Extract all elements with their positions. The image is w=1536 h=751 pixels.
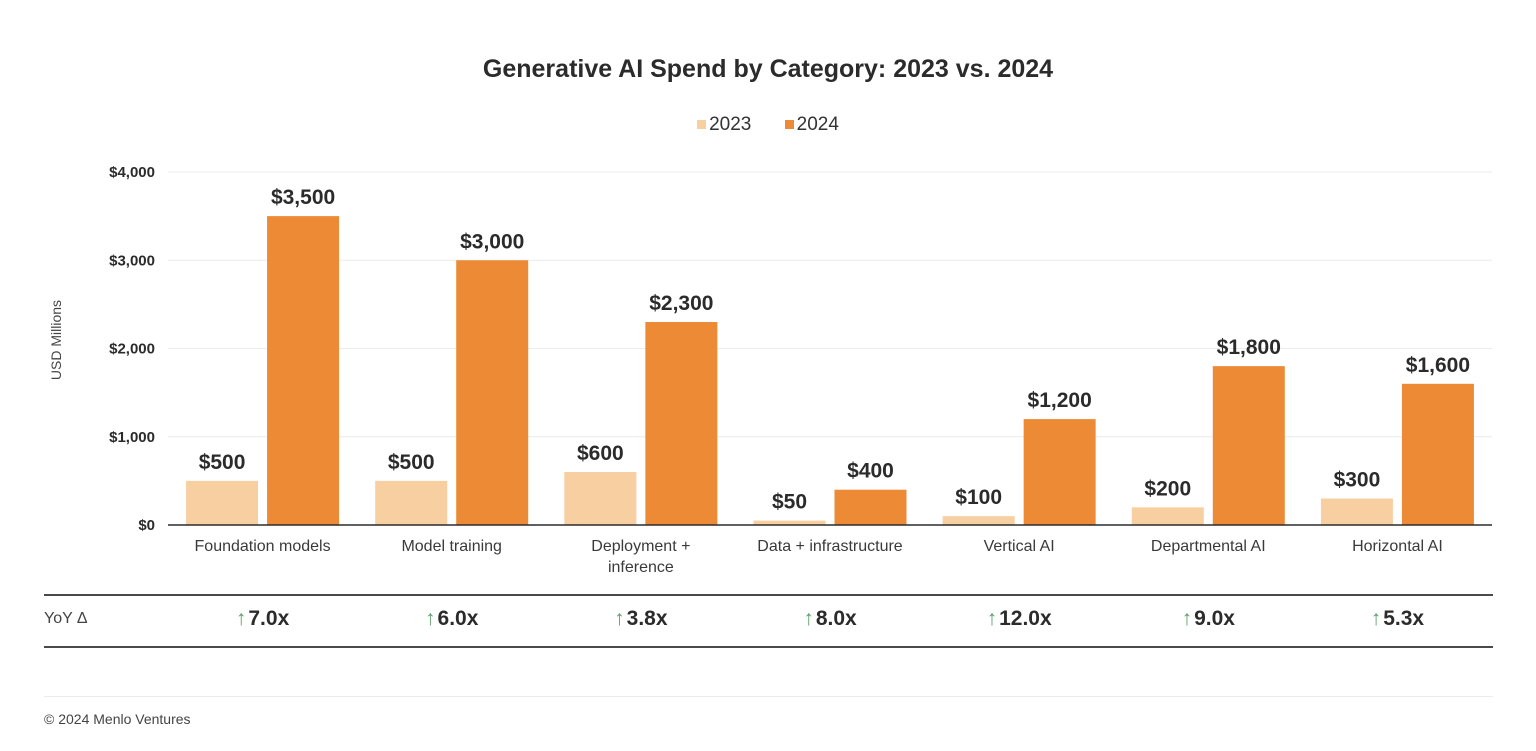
bar-2024 (267, 216, 340, 525)
value-label-2024: $400 (847, 460, 894, 483)
y-tick-label: $4,000 (109, 164, 155, 181)
bar-2023 (942, 516, 1015, 525)
legend-label-2024: 2024 (796, 113, 839, 135)
arrow-up-icon: ↑ (803, 607, 814, 630)
y-tick-label: $3,000 (109, 252, 155, 269)
yoy-multiplier: 3.8x (626, 607, 668, 630)
yoy-label: YoY Δ (44, 610, 88, 627)
footer-divider (44, 696, 1493, 697)
yoy-multiplier: 12.0x (999, 607, 1052, 630)
y-tick-label: $1,000 (109, 429, 155, 446)
arrow-up-icon: ↑ (1370, 607, 1382, 630)
yoy-value: ↑5.3x (1371, 607, 1424, 631)
value-label-2023: $500 (199, 451, 246, 474)
value-label-2023: $500 (388, 451, 435, 474)
x-tick-label: Horizontal AI (1352, 538, 1443, 555)
x-tick-label: Data + infrastructure (757, 538, 903, 555)
yoy-multiplier: 5.3x (1383, 607, 1425, 630)
bar-2024 (1023, 419, 1096, 525)
bar-2024 (1401, 383, 1474, 525)
yoy-multiplier: 7.0x (248, 607, 290, 630)
legend-item-2023: 2023 (697, 114, 751, 136)
bar-2024 (645, 322, 718, 525)
value-label-2024: $1,200 (1028, 389, 1092, 412)
bar-2023 (564, 472, 637, 525)
bars (186, 216, 1474, 525)
arrow-up-icon: ↑ (235, 607, 247, 630)
bar-2023 (375, 480, 448, 525)
value-label-2023: $200 (1144, 477, 1191, 500)
legend-swatch-2024 (784, 120, 794, 129)
bar-2024 (1212, 366, 1285, 525)
yoy-multiplier: 6.0x (437, 607, 479, 630)
bar-2023 (186, 480, 259, 525)
legend: 2023 2024 (0, 113, 1536, 136)
legend-label-2023: 2023 (709, 113, 752, 135)
bar-chart-plot: USD Millions $0$1,000$2,000$3,000$4,000 … (48, 164, 1492, 576)
x-tick-label: inference (608, 559, 674, 576)
legend-item-2024: 2024 (784, 113, 839, 136)
y-tick-label: $2,000 (109, 341, 155, 358)
bar-2024 (456, 260, 529, 525)
yoy-value: ↑9.0x (1182, 607, 1235, 631)
y-tick-label: $0 (138, 517, 155, 534)
bar-2023 (753, 520, 826, 525)
arrow-up-icon: ↑ (614, 607, 625, 630)
x-tick-label: Departmental AI (1151, 538, 1266, 555)
value-label-2023: $50 (772, 491, 807, 514)
bar-2023 (1131, 507, 1204, 525)
legend-swatch-2023 (697, 120, 707, 129)
yoy-multiplier: 8.0x (815, 607, 857, 630)
x-tick-label: Vertical AI (984, 538, 1055, 555)
arrow-up-icon: ↑ (986, 607, 998, 630)
yoy-value: ↑3.8x (614, 607, 667, 631)
value-label-2024: $2,300 (649, 292, 713, 315)
x-tick-label: Model training (401, 538, 502, 555)
value-label-2024: $1,800 (1217, 336, 1281, 359)
yoy-value: ↑6.0x (425, 607, 478, 631)
value-label-2023: $300 (1334, 469, 1381, 492)
yoy-value: ↑8.0x (803, 607, 856, 631)
yoy-value: ↑7.0x (236, 607, 289, 631)
value-label-2023: $600 (577, 442, 624, 465)
yoy-multiplier: 9.0x (1194, 607, 1235, 630)
value-label-2024: $1,600 (1406, 354, 1470, 377)
gridlines (168, 171, 1492, 438)
arrow-up-icon: ↑ (1181, 607, 1193, 630)
x-tick-label: Foundation models (195, 538, 331, 555)
value-label-2023: $100 (955, 486, 1002, 509)
yoy-row: YoY Δ ↑7.0x ↑6.0x ↑3.8x ↑8.0x ↑12.0x ↑9.0x ↑5.… (44, 594, 1493, 648)
value-label-2024: $3,500 (271, 186, 335, 209)
copyright: © 2024 Menlo Ventures (44, 711, 191, 727)
value-labels: $500 $3,500 $500 $3,000 $600 $2,300 $50 $400 $10… (199, 186, 1470, 513)
x-tick-label: Deployment + (591, 538, 690, 555)
value-label-2024: $3,000 (460, 230, 524, 253)
bar-2024 (834, 489, 907, 525)
y-axis-label: USD Millions (48, 300, 64, 380)
yoy-value: ↑12.0x (987, 607, 1052, 631)
chart-title: Generative AI Spend by Category: 2023 vs… (482, 55, 1054, 83)
x-axis-labels: Foundation models Model training Deploymen… (195, 538, 1443, 576)
bar-2023 (1320, 498, 1393, 525)
y-axis-ticks: $0 $1,000 $2,000 $3,000 $4,000 (109, 164, 155, 534)
arrow-up-icon: ↑ (425, 607, 436, 630)
